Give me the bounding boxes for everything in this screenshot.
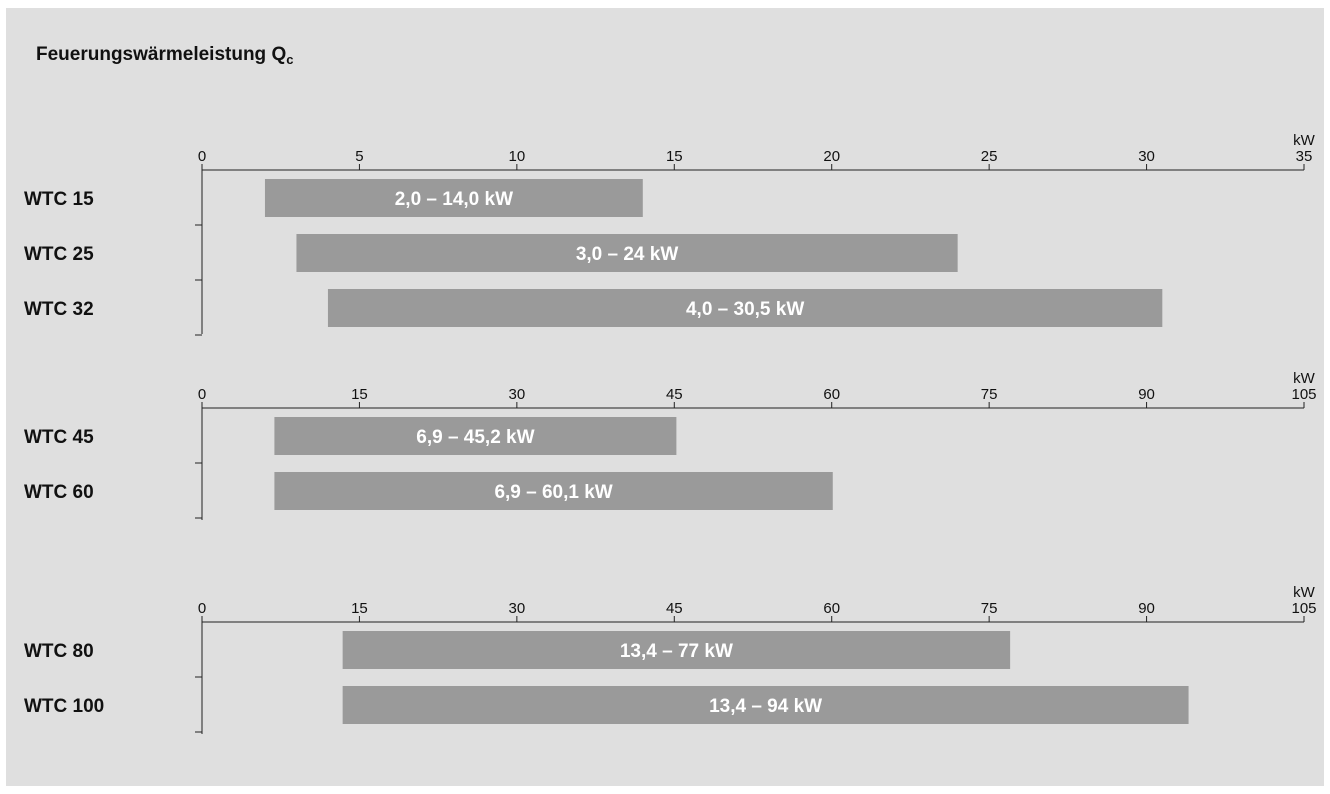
unit-label: kW bbox=[1293, 584, 1316, 601]
range-bar bbox=[342, 686, 1189, 724]
range-bar bbox=[296, 234, 958, 272]
x-tick-label: 15 bbox=[351, 386, 368, 403]
row-label: WTC 80 bbox=[24, 641, 94, 662]
bar-value-label: 6,9 – 60,1 kW bbox=[494, 482, 612, 503]
row-label: WTC 100 bbox=[24, 696, 104, 717]
x-tick-label: 105 bbox=[1291, 386, 1316, 403]
x-tick-label: 90 bbox=[1138, 386, 1155, 403]
x-tick-label: 90 bbox=[1138, 600, 1155, 617]
x-tick-label: 60 bbox=[823, 386, 840, 403]
chart-title-subscript: c bbox=[286, 52, 294, 67]
x-tick-label: 35 bbox=[1296, 148, 1313, 165]
row-label: WTC 32 bbox=[24, 299, 94, 320]
bar-value-label: 2,0 – 14,0 kW bbox=[395, 189, 513, 210]
x-tick-label: 45 bbox=[666, 600, 683, 617]
x-tick-label: 45 bbox=[666, 386, 683, 403]
bar-value-label: 6,9 – 45,2 kW bbox=[416, 427, 534, 448]
bar-value-label: 13,4 – 77 kW bbox=[620, 641, 733, 662]
x-tick-label: 30 bbox=[509, 600, 526, 617]
range-bar bbox=[342, 631, 1011, 669]
x-tick-label: 0 bbox=[198, 386, 206, 403]
x-tick-label: 15 bbox=[666, 148, 683, 165]
bar-value-label: 3,0 – 24 kW bbox=[576, 244, 679, 265]
chart-panel: Feuerungswärmeleistung Qc 0 5 10 15 20 25 30 35… bbox=[6, 8, 1324, 786]
unit-label: kW bbox=[1293, 132, 1316, 149]
row-label: WTC 25 bbox=[24, 244, 94, 265]
range-bar bbox=[264, 179, 643, 217]
x-tick-label: 30 bbox=[509, 386, 526, 403]
x-tick-label: 0 bbox=[198, 600, 206, 617]
range-bar bbox=[327, 289, 1163, 327]
x-tick-label: 60 bbox=[823, 600, 840, 617]
x-tick-label: 105 bbox=[1291, 600, 1316, 617]
range-bar bbox=[274, 417, 677, 455]
x-tick-label: 5 bbox=[355, 148, 363, 165]
range-bar bbox=[274, 472, 833, 510]
chart-title-text: Feuerungswärmeleistung Q bbox=[36, 44, 287, 65]
chart-title: Feuerungswärmeleistung Qc bbox=[36, 44, 293, 67]
row-label: WTC 45 bbox=[24, 427, 94, 448]
x-tick-label: 10 bbox=[509, 148, 526, 165]
x-tick-label: 25 bbox=[981, 148, 998, 165]
x-tick-label: 75 bbox=[981, 386, 998, 403]
bar-value-label: 4,0 – 30,5 kW bbox=[686, 299, 804, 320]
x-tick-label: 15 bbox=[351, 600, 368, 617]
unit-label: kW bbox=[1293, 370, 1316, 387]
x-tick-label: 0 bbox=[198, 148, 206, 165]
row-label: WTC 60 bbox=[24, 482, 94, 503]
x-tick-label: 75 bbox=[981, 600, 998, 617]
bar-value-label: 13,4 – 94 kW bbox=[709, 696, 822, 717]
row-label: WTC 15 bbox=[24, 189, 94, 210]
x-tick-label: 20 bbox=[823, 148, 840, 165]
x-tick-label: 30 bbox=[1138, 148, 1155, 165]
